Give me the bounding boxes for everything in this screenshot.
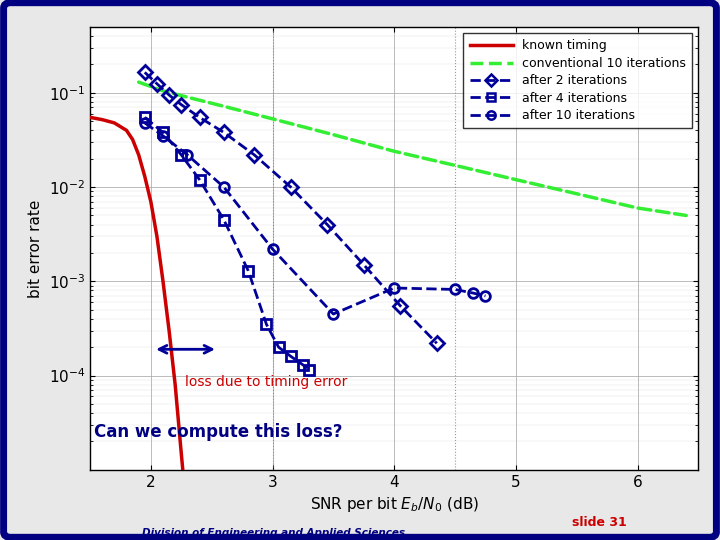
Y-axis label: bit error rate: bit error rate xyxy=(28,199,43,298)
Text: Can we compute this loss?: Can we compute this loss? xyxy=(94,423,342,441)
Legend: known timing, conventional 10 iterations, after 2 iterations, after 4 iterations: known timing, conventional 10 iterations… xyxy=(463,33,692,128)
Text: slide 31: slide 31 xyxy=(572,516,626,530)
X-axis label: SNR per bit $E_b/N_0$ (dB): SNR per bit $E_b/N_0$ (dB) xyxy=(310,495,479,514)
Text: Division of Engineering and Applied Sciences: Division of Engineering and Applied Scie… xyxy=(142,528,405,538)
Text: loss due to timing error: loss due to timing error xyxy=(185,375,347,389)
